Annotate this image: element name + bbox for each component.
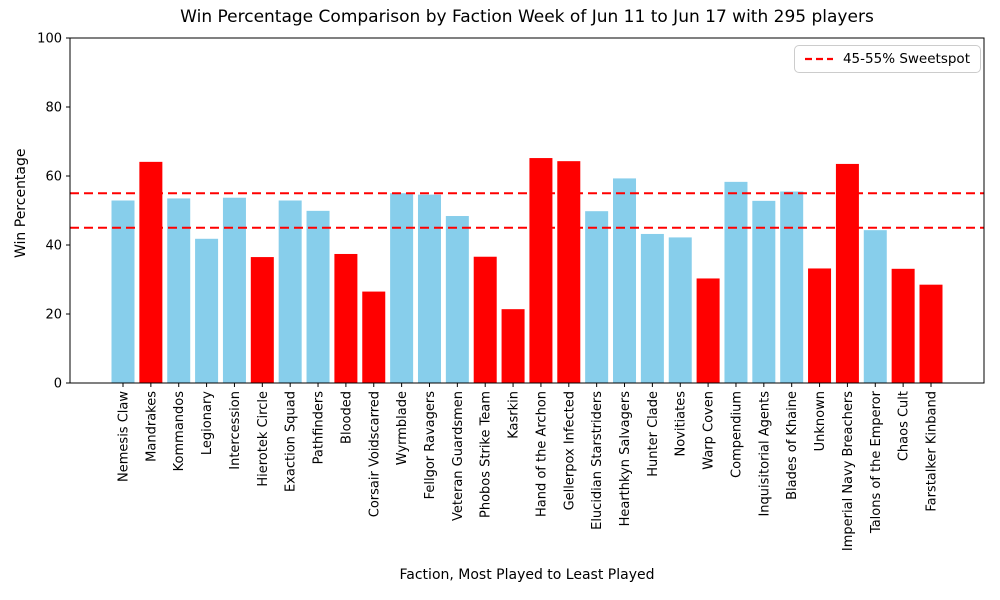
bar [557, 161, 581, 383]
bar [863, 230, 887, 383]
x-tick-label: Nemesis Claw [117, 391, 132, 482]
bar [111, 200, 135, 383]
legend-label: 45-55% Sweetspot [842, 51, 970, 67]
legend: 45-55% Sweetspot [793, 45, 981, 73]
bar [306, 210, 330, 383]
bar [250, 257, 274, 383]
bar [501, 309, 525, 383]
bar [585, 211, 609, 383]
y-axis-label: Win Percentage [13, 148, 29, 258]
x-tick-label: Unknown [813, 391, 828, 451]
x-tick-label: Hand of the Archon [534, 391, 549, 517]
bar [919, 284, 943, 383]
x-tick-label: Corsair Voidscarred [367, 391, 382, 517]
x-tick-label: Blades of Khaine [785, 391, 800, 500]
x-tick-label: Kommandos [172, 391, 187, 472]
bar [222, 197, 246, 383]
x-tick-label: Exaction Squad [284, 391, 299, 492]
bar [668, 237, 692, 383]
x-tick-label: Phobos Strike Team [479, 391, 494, 518]
y-tick-label: 100 [37, 32, 62, 47]
x-tick-label: Intercession [228, 391, 243, 470]
x-tick-label: Legionary [200, 391, 215, 455]
axes-frame [69, 37, 985, 384]
x-tick-label: Veteran Guardsmen [451, 391, 466, 521]
bar [529, 158, 553, 383]
chart-title: Win Percentage Comparison by Faction Wee… [180, 7, 874, 27]
x-tick-label: Hunter Clade [646, 391, 661, 477]
x-tick-label: Hierotek Circle [256, 391, 271, 487]
bar [724, 181, 748, 383]
dashed-line-swatch [804, 57, 833, 61]
x-tick-label: Inquisitorial Agents [757, 391, 772, 517]
bar [835, 163, 859, 383]
x-tick-label: Kasrkin [507, 391, 522, 439]
bar [167, 198, 191, 383]
x-tick-label: Gellerpox Infected [562, 391, 577, 510]
bar [696, 278, 720, 383]
x-tick-label: Farstalker Kinband [925, 391, 940, 512]
bar [891, 268, 915, 383]
y-tick-label: 0 [54, 377, 62, 392]
bar [390, 193, 414, 383]
x-tick-label: Elucidian Starstriders [590, 391, 605, 530]
y-tick-label: 20 [45, 308, 62, 323]
y-tick-label: 80 [45, 101, 62, 116]
bar [445, 216, 469, 383]
bar [752, 200, 776, 383]
bar [640, 233, 664, 383]
x-tick-label: Mandrakes [144, 391, 159, 462]
x-tick-label: Imperial Navy Breachers [841, 391, 856, 551]
bar [417, 194, 441, 383]
bar [808, 268, 832, 383]
bar [473, 256, 497, 383]
x-tick-label: Fellgor Ravagers [423, 391, 438, 500]
y-tick-label: 60 [45, 170, 62, 185]
bar [780, 191, 804, 383]
bar [195, 238, 219, 383]
x-tick-label: Hearthkyn Salvagers [618, 391, 633, 527]
bar [613, 178, 637, 383]
x-tick-label: Wyrmblade [395, 391, 410, 465]
bar [362, 291, 386, 383]
x-axis-label: Faction, Most Played to Least Played [399, 567, 655, 583]
y-tick-label: 40 [45, 239, 62, 254]
bar [278, 200, 302, 383]
x-tick-label: Chaos Cult [897, 391, 912, 461]
x-tick-label: Blooded [339, 391, 354, 444]
bar [139, 161, 163, 383]
x-tick-label: Talons of the Emperor [869, 390, 884, 534]
bar [334, 253, 358, 383]
x-tick-label: Warp Coven [702, 391, 717, 470]
x-tick-label: Pathfinders [312, 391, 327, 465]
x-tick-label: Novitiates [674, 391, 689, 457]
x-tick-label: Compendium [729, 391, 744, 478]
